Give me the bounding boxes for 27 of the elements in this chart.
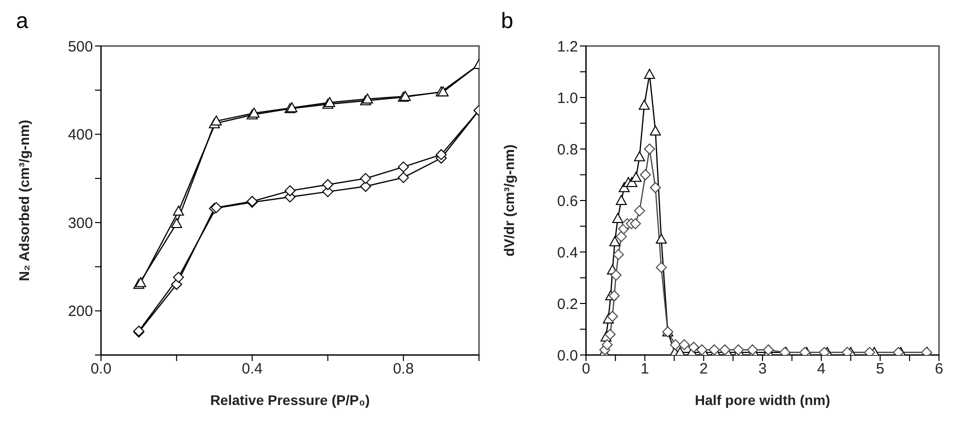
y-axis-title: dV/dr (cm³/g-nm) bbox=[500, 144, 517, 256]
chart-title: b bbox=[501, 8, 514, 34]
y-tick-label: 0.4 bbox=[557, 244, 578, 262]
x-tick-label: 1 bbox=[640, 360, 650, 378]
y-tick-label: 200 bbox=[68, 303, 93, 320]
chart-title: a bbox=[16, 8, 28, 34]
y-tick-label: 1.0 bbox=[557, 90, 578, 107]
y-axis-title: N₂ Adsorbed (cm³/g-nm) bbox=[16, 120, 32, 282]
x-tick-label: 2 bbox=[699, 360, 708, 378]
x-tick-label: 5 bbox=[876, 360, 884, 378]
y-tick-label: 0.6 bbox=[557, 192, 578, 210]
x-tick-label: 0.4 bbox=[242, 360, 263, 378]
y-tick-label: 400 bbox=[68, 126, 93, 144]
x-tick-label: 0.0 bbox=[90, 360, 112, 378]
y-tick-label: 0.2 bbox=[557, 296, 578, 313]
y-tick-label: 500 bbox=[68, 38, 93, 56]
y-tick-label: 300 bbox=[68, 214, 93, 232]
x-tick-label: 0 bbox=[582, 360, 590, 378]
x-tick-label: 4 bbox=[817, 360, 826, 378]
y-tick-label: 0.0 bbox=[557, 347, 578, 364]
x-tick-label: 3 bbox=[758, 360, 767, 378]
x-axis-title: Half pore width (nm) bbox=[694, 392, 830, 408]
x-tick-label: 0.8 bbox=[392, 360, 414, 378]
y-tick-label: 0.8 bbox=[557, 141, 578, 158]
y-tick-label: 1.2 bbox=[557, 38, 578, 56]
x-tick-label: 6 bbox=[934, 360, 944, 378]
x-axis-title: Relative Pressure (P/P₀) bbox=[210, 392, 370, 408]
